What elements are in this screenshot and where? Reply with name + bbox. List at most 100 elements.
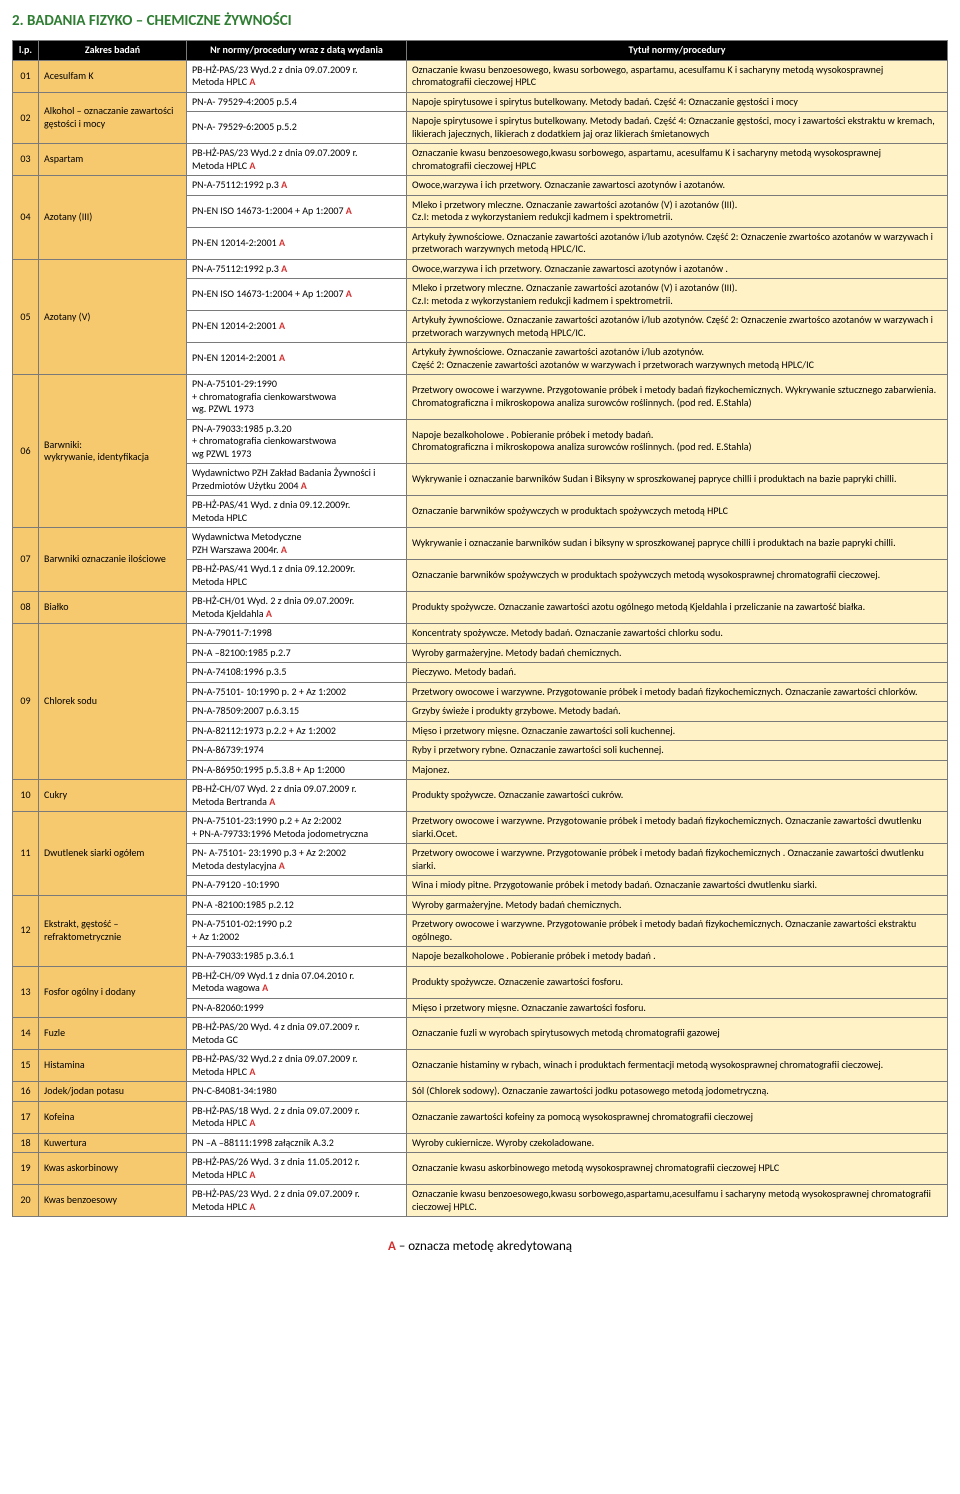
cell-nr: PN-A-75112:1992 p.3 A xyxy=(187,259,407,279)
cell-tytul: Wyroby garmażeryjne. Metody badań chemic… xyxy=(407,643,948,663)
table-row: 01Acesulfam KPB-HŻ-PAS/23 Wyd.2 z dnia 0… xyxy=(13,60,948,92)
accredited-marker: A xyxy=(249,75,255,88)
table-row: 17KofeinaPB-HŻ-PAS/18 Wyd. 2 z dnia 09.0… xyxy=(13,1101,948,1133)
cell-zakres: Kuwertura xyxy=(39,1133,187,1153)
cell-tytul: Oznaczanie barwników spożywczych w produ… xyxy=(407,560,948,592)
cell-nr: PN-A-78509:2007 p.6.3.15 xyxy=(187,702,407,722)
cell-lp: 05 xyxy=(13,259,39,375)
header-nr: Nr normy/procedury wraz z datą wydania xyxy=(187,41,407,61)
cell-nr: Wydawnictwa Metodyczne PZH Warszawa 2004… xyxy=(187,528,407,560)
cell-nr: PN-A-75112:1992 p.3 A xyxy=(187,176,407,196)
cell-nr: PB-HŻ-PAS/41 Wyd. z dnia 09.12.2009r. Me… xyxy=(187,496,407,528)
accredited-marker: A xyxy=(249,1200,255,1213)
table-row: 16Jodek/jodan potasuPN-C-84081-34:1980Só… xyxy=(13,1082,948,1102)
cell-nr: PN-EN 12014-2:2001 A xyxy=(187,343,407,375)
cell-nr: PN-A-74108:1996 p.3.5 xyxy=(187,663,407,683)
cell-nr: PN-C-84081-34:1980 xyxy=(187,1082,407,1102)
accredited-marker: A xyxy=(281,262,287,275)
cell-nr: PB-HŻ-CH/09 Wyd.1 z dnia 07.04.2010 r. M… xyxy=(187,966,407,998)
accredited-marker: A xyxy=(279,319,285,332)
cell-nr: PB-HŻ-PAS/26 Wyd. 3 z dnia 11.05.2012 r.… xyxy=(187,1153,407,1185)
cell-zakres: Histamina xyxy=(39,1050,187,1082)
cell-nr: PB-HŻ-PAS/23 Wyd.2 z dnia 09.07.2009 r. … xyxy=(187,144,407,176)
cell-lp: 12 xyxy=(13,895,39,966)
cell-zakres: Chlorek sodu xyxy=(39,624,187,780)
accredited-marker: A xyxy=(346,287,352,300)
cell-zakres: Kwas benzoesowy xyxy=(39,1185,187,1217)
cell-tytul: Owoce,warzywa i ich przetwory. Oznaczani… xyxy=(407,176,948,196)
footer-a: A xyxy=(388,1239,399,1254)
cell-nr: Wydawnictwo PZH Zakład Badania Żywności … xyxy=(187,464,407,496)
accredited-marker: A xyxy=(346,204,352,217)
header-tytul: Tytuł normy/procedury xyxy=(407,41,948,61)
cell-zakres: Barwniki: wykrywanie, identyfikacja xyxy=(39,375,187,528)
cell-nr: PN-EN ISO 14673-1:2004 + Ap 1:2007 A xyxy=(187,195,407,227)
accredited-marker: A xyxy=(281,543,287,556)
cell-nr: PB-HŻ-PAS/32 Wyd.2 z dnia 09.07.2009 r. … xyxy=(187,1050,407,1082)
cell-zakres: Acesulfam K xyxy=(39,60,187,92)
cell-tytul: Wykrywanie i oznaczanie barwników sudan … xyxy=(407,528,948,560)
cell-tytul: Produkty spożywcze. Oznaczanie zawartośc… xyxy=(407,592,948,624)
cell-nr: PN-EN ISO 14673-1:2004 + Ap 1:2007 A xyxy=(187,279,407,311)
cell-zakres: Białko xyxy=(39,592,187,624)
cell-nr: PN-A-75101-02:1990 p.2 + Az 1:2002 xyxy=(187,915,407,947)
cell-lp: 03 xyxy=(13,144,39,176)
cell-nr: PB-HŻ-PAS/18 Wyd. 2 z dnia 09.07.2009 r.… xyxy=(187,1101,407,1133)
cell-tytul: Wina i miody pitne. Przygotowanie próbek… xyxy=(407,876,948,896)
cell-lp: 13 xyxy=(13,966,39,1018)
cell-zakres: Aspartam xyxy=(39,144,187,176)
page-title: 2. BADANIA FIZYKO – CHEMICZNE ŻYWNOŚCI xyxy=(12,12,948,30)
accredited-marker: A xyxy=(249,1116,255,1129)
cell-lp: 11 xyxy=(13,812,39,896)
table-row: 08BiałkoPB-HŻ-CH/01 Wyd. 2 z dnia 09.07.… xyxy=(13,592,948,624)
table-header-row: l.p. Zakres badań Nr normy/procedury wra… xyxy=(13,41,948,61)
cell-nr: PB-HŻ-PAS/23 Wyd.2 z dnia 09.07.2009 r. … xyxy=(187,60,407,92)
cell-zakres: Dwutlenek siarki ogółem xyxy=(39,812,187,896)
cell-lp: 02 xyxy=(13,92,39,144)
cell-tytul: Majonez. xyxy=(407,760,948,780)
cell-lp: 15 xyxy=(13,1050,39,1082)
cell-tytul: Grzyby świeże i produkty grzybowe. Metod… xyxy=(407,702,948,722)
cell-tytul: Pieczywo. Metody badań. xyxy=(407,663,948,683)
table-row: 07Barwniki oznaczanie ilościoweWydawnict… xyxy=(13,528,948,560)
cell-tytul: Przetwory owocowe i warzywne. Przygotowa… xyxy=(407,682,948,702)
cell-tytul: Napoje bezalkoholowe . Pobieranie próbek… xyxy=(407,947,948,967)
accredited-marker: A xyxy=(301,479,307,492)
table-row: 06Barwniki: wykrywanie, identyfikacjaPN-… xyxy=(13,375,948,420)
table-row: 04Azotany (III)PN-A-75112:1992 p.3 AOwoc… xyxy=(13,176,948,196)
table-row: 03AspartamPB-HŻ-PAS/23 Wyd.2 z dnia 09.0… xyxy=(13,144,948,176)
table-row: 13Fosfor ogólny i dodanyPB-HŻ-CH/09 Wyd.… xyxy=(13,966,948,998)
cell-zakres: Ekstrakt, gęstość – refraktometrycznie xyxy=(39,895,187,966)
table-row: 05Azotany (V)PN-A-75112:1992 p.3 AOwoce,… xyxy=(13,259,948,279)
cell-tytul: Przetwory owocowe i warzywne. Przygotowa… xyxy=(407,375,948,420)
cell-tytul: Produkty spożywcze. Oznaczanie zawartośc… xyxy=(407,780,948,812)
cell-tytul: Mleko i przetwory mleczne. Oznaczanie za… xyxy=(407,195,948,227)
table-row: 20Kwas benzoesowyPB-HŻ-PAS/23 Wyd. 2 z d… xyxy=(13,1185,948,1217)
cell-nr: PN-A-79011-7:1998 xyxy=(187,624,407,644)
cell-zakres: Alkohol – oznaczanie zawartości gęstości… xyxy=(39,92,187,144)
cell-nr: PN-A-86950:1995 p.5.3.8 + Ap 1:2000 xyxy=(187,760,407,780)
cell-tytul: Oznaczanie histaminy w rybach, winach i … xyxy=(407,1050,948,1082)
accredited-marker: A xyxy=(249,1168,255,1181)
accredited-marker: A xyxy=(279,859,285,872)
cell-lp: 18 xyxy=(13,1133,39,1153)
cell-tytul: Wyroby garmażeryjne. Metody badań chemic… xyxy=(407,895,948,915)
cell-tytul: Owoce,warzywa i ich przetwory. Oznaczani… xyxy=(407,259,948,279)
cell-nr: PN-A-79033:1985 p.3.6.1 xyxy=(187,947,407,967)
cell-tytul: Mięso i przetwory mięsne. Oznaczanie zaw… xyxy=(407,721,948,741)
cell-nr: PN-A-86739:1974 xyxy=(187,741,407,761)
table-row: 12Ekstrakt, gęstość – refraktometrycznie… xyxy=(13,895,948,915)
cell-zakres: Azotany (III) xyxy=(39,176,187,260)
cell-zakres: Kwas askorbinowy xyxy=(39,1153,187,1185)
cell-tytul: Oznaczanie fuzli w wyrobach spirytusowyc… xyxy=(407,1018,948,1050)
cell-nr: PN-A-82112:1973 p.2.2 + Az 1:2002 xyxy=(187,721,407,741)
cell-tytul: Oznaczanie barwników spożywczych w produ… xyxy=(407,496,948,528)
cell-tytul: Produkty spożywcze. Oznaczenie zawartośc… xyxy=(407,966,948,998)
cell-nr: PB-HŻ-PAS/23 Wyd. 2 z dnia 09.07.2009 r.… xyxy=(187,1185,407,1217)
cell-nr: PN-A –82100:1985 p.2.7 xyxy=(187,643,407,663)
cell-zakres: Kofeina xyxy=(39,1101,187,1133)
cell-nr: PN-A- 79529-4:2005 p.5.4 xyxy=(187,92,407,112)
cell-tytul: Artykuły żywnościowe. Oznaczanie zawarto… xyxy=(407,343,948,375)
accredited-marker: A xyxy=(281,178,287,191)
cell-tytul: Napoje spirytusowe i spirytus butelkowan… xyxy=(407,112,948,144)
